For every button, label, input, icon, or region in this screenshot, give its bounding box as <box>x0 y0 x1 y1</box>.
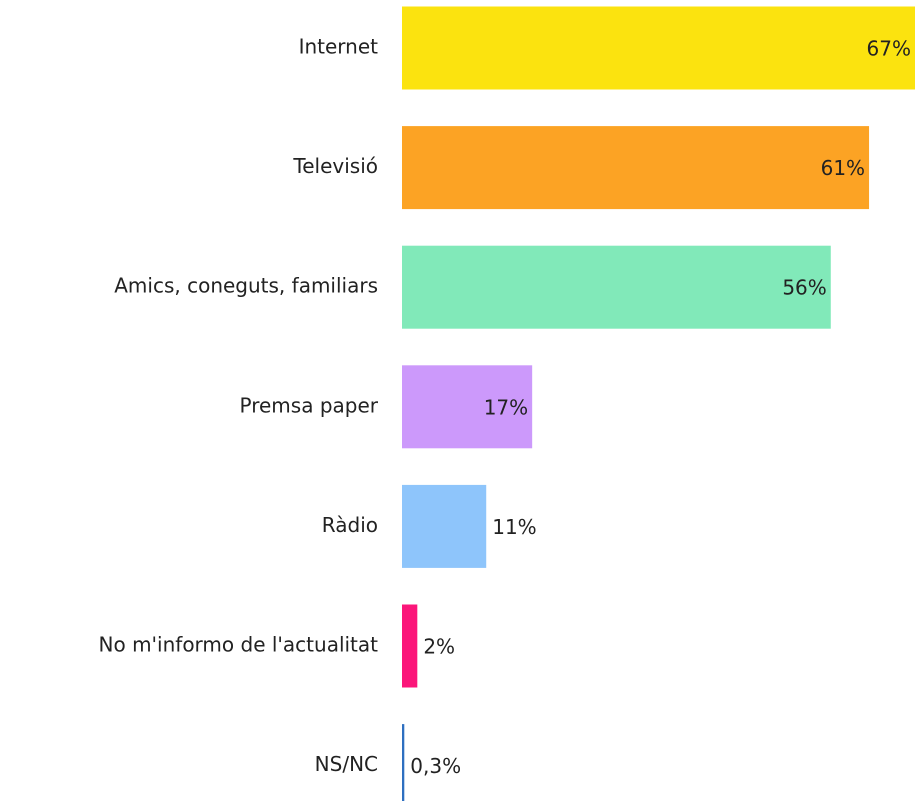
value-label: 56% <box>782 276 826 300</box>
value-label: 67% <box>867 37 911 61</box>
value-label: 61% <box>821 156 865 180</box>
category-label: NS/NC <box>315 752 378 776</box>
bar <box>402 6 915 90</box>
bar <box>402 365 533 449</box>
category-label: Ràdio <box>322 513 378 537</box>
value-label: 11% <box>492 515 536 539</box>
category-label: Premsa paper <box>240 393 379 417</box>
bar <box>402 245 831 329</box>
bar <box>402 126 870 210</box>
category-label: Amics, coneguts, familiars <box>114 274 378 298</box>
bar <box>402 604 418 688</box>
bar <box>402 484 487 568</box>
value-label: 0,3% <box>410 754 461 778</box>
value-label: 2% <box>423 635 455 659</box>
category-label: Internet <box>299 35 379 59</box>
bar <box>402 724 405 801</box>
value-label: 17% <box>484 395 528 419</box>
category-label: Televisió <box>292 154 378 178</box>
category-label: No m'informo de l'actualitat <box>99 633 379 657</box>
